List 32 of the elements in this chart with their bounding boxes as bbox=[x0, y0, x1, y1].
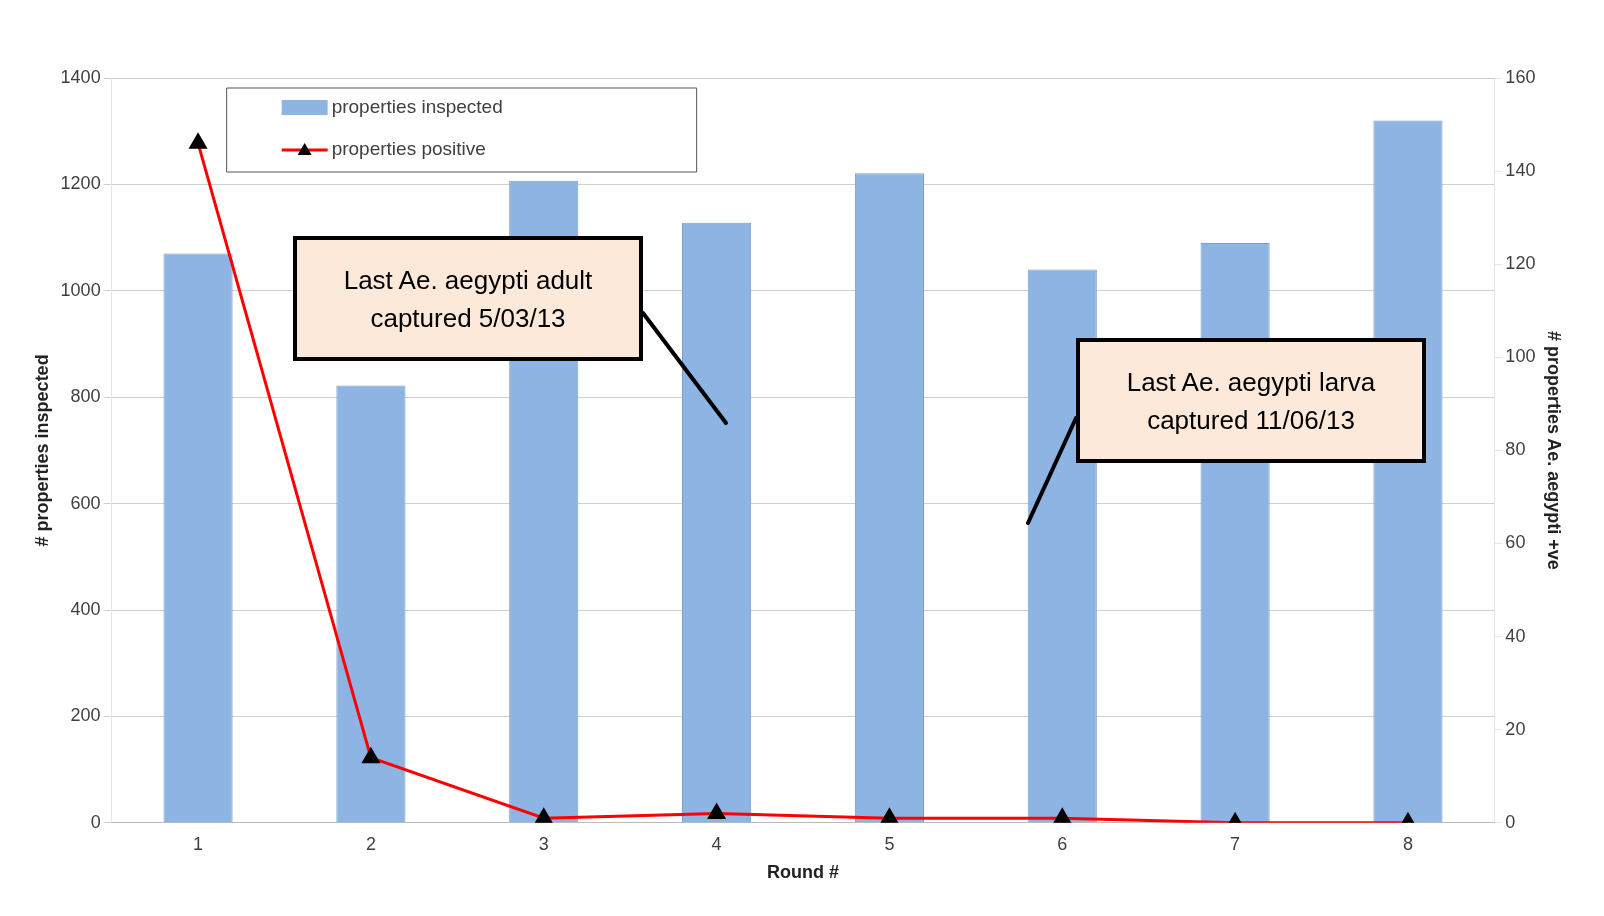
x-tick-label: 6 bbox=[1057, 833, 1068, 854]
annotation: Last Ae. aegypti adult captured 5/03/13 bbox=[342, 263, 594, 335]
x-tick-label: 5 bbox=[884, 833, 895, 854]
annotation: Last Ae. aegypti larva captured 11/06/13 bbox=[1125, 365, 1377, 437]
y-tick-label: 0 bbox=[90, 811, 101, 832]
y-axis-title: # properties inspected bbox=[31, 354, 52, 547]
y2-tick-label: 40 bbox=[1505, 625, 1526, 646]
y2-tick-label: 0 bbox=[1505, 811, 1516, 832]
y2-tick-label: 140 bbox=[1505, 160, 1536, 181]
y-tick-label: 600 bbox=[70, 492, 101, 513]
y2-tick-label: 80 bbox=[1505, 439, 1526, 460]
y2-tick-label: 60 bbox=[1505, 532, 1526, 553]
x-tick-label: 2 bbox=[365, 833, 376, 854]
y2-tick-label: 160 bbox=[1505, 66, 1536, 87]
y2-tick-label: 20 bbox=[1505, 718, 1526, 739]
y-tick-label: 1000 bbox=[60, 279, 101, 300]
y2-tick-label: 100 bbox=[1505, 346, 1536, 367]
x-tick-label: 7 bbox=[1230, 833, 1241, 854]
y-tick-label: 1400 bbox=[60, 66, 101, 87]
legend-label: properties positive bbox=[331, 138, 486, 160]
x-tick-label: 4 bbox=[711, 833, 722, 854]
y-tick-label: 1200 bbox=[60, 173, 101, 194]
y-tick-label: 200 bbox=[70, 705, 101, 726]
x-tick-label: 8 bbox=[1402, 833, 1413, 854]
x-tick-label: 3 bbox=[538, 833, 549, 854]
legend-label: properties inspected bbox=[331, 96, 503, 118]
y-tick-label: 800 bbox=[70, 386, 101, 407]
x-axis-title: Round # bbox=[767, 862, 840, 883]
y2-tick-label: 120 bbox=[1505, 253, 1536, 274]
x-tick-label: 1 bbox=[193, 833, 204, 854]
y2-axis-title: # properties Ae. aegypti +ve bbox=[1544, 330, 1565, 570]
y-tick-label: 400 bbox=[70, 598, 101, 619]
